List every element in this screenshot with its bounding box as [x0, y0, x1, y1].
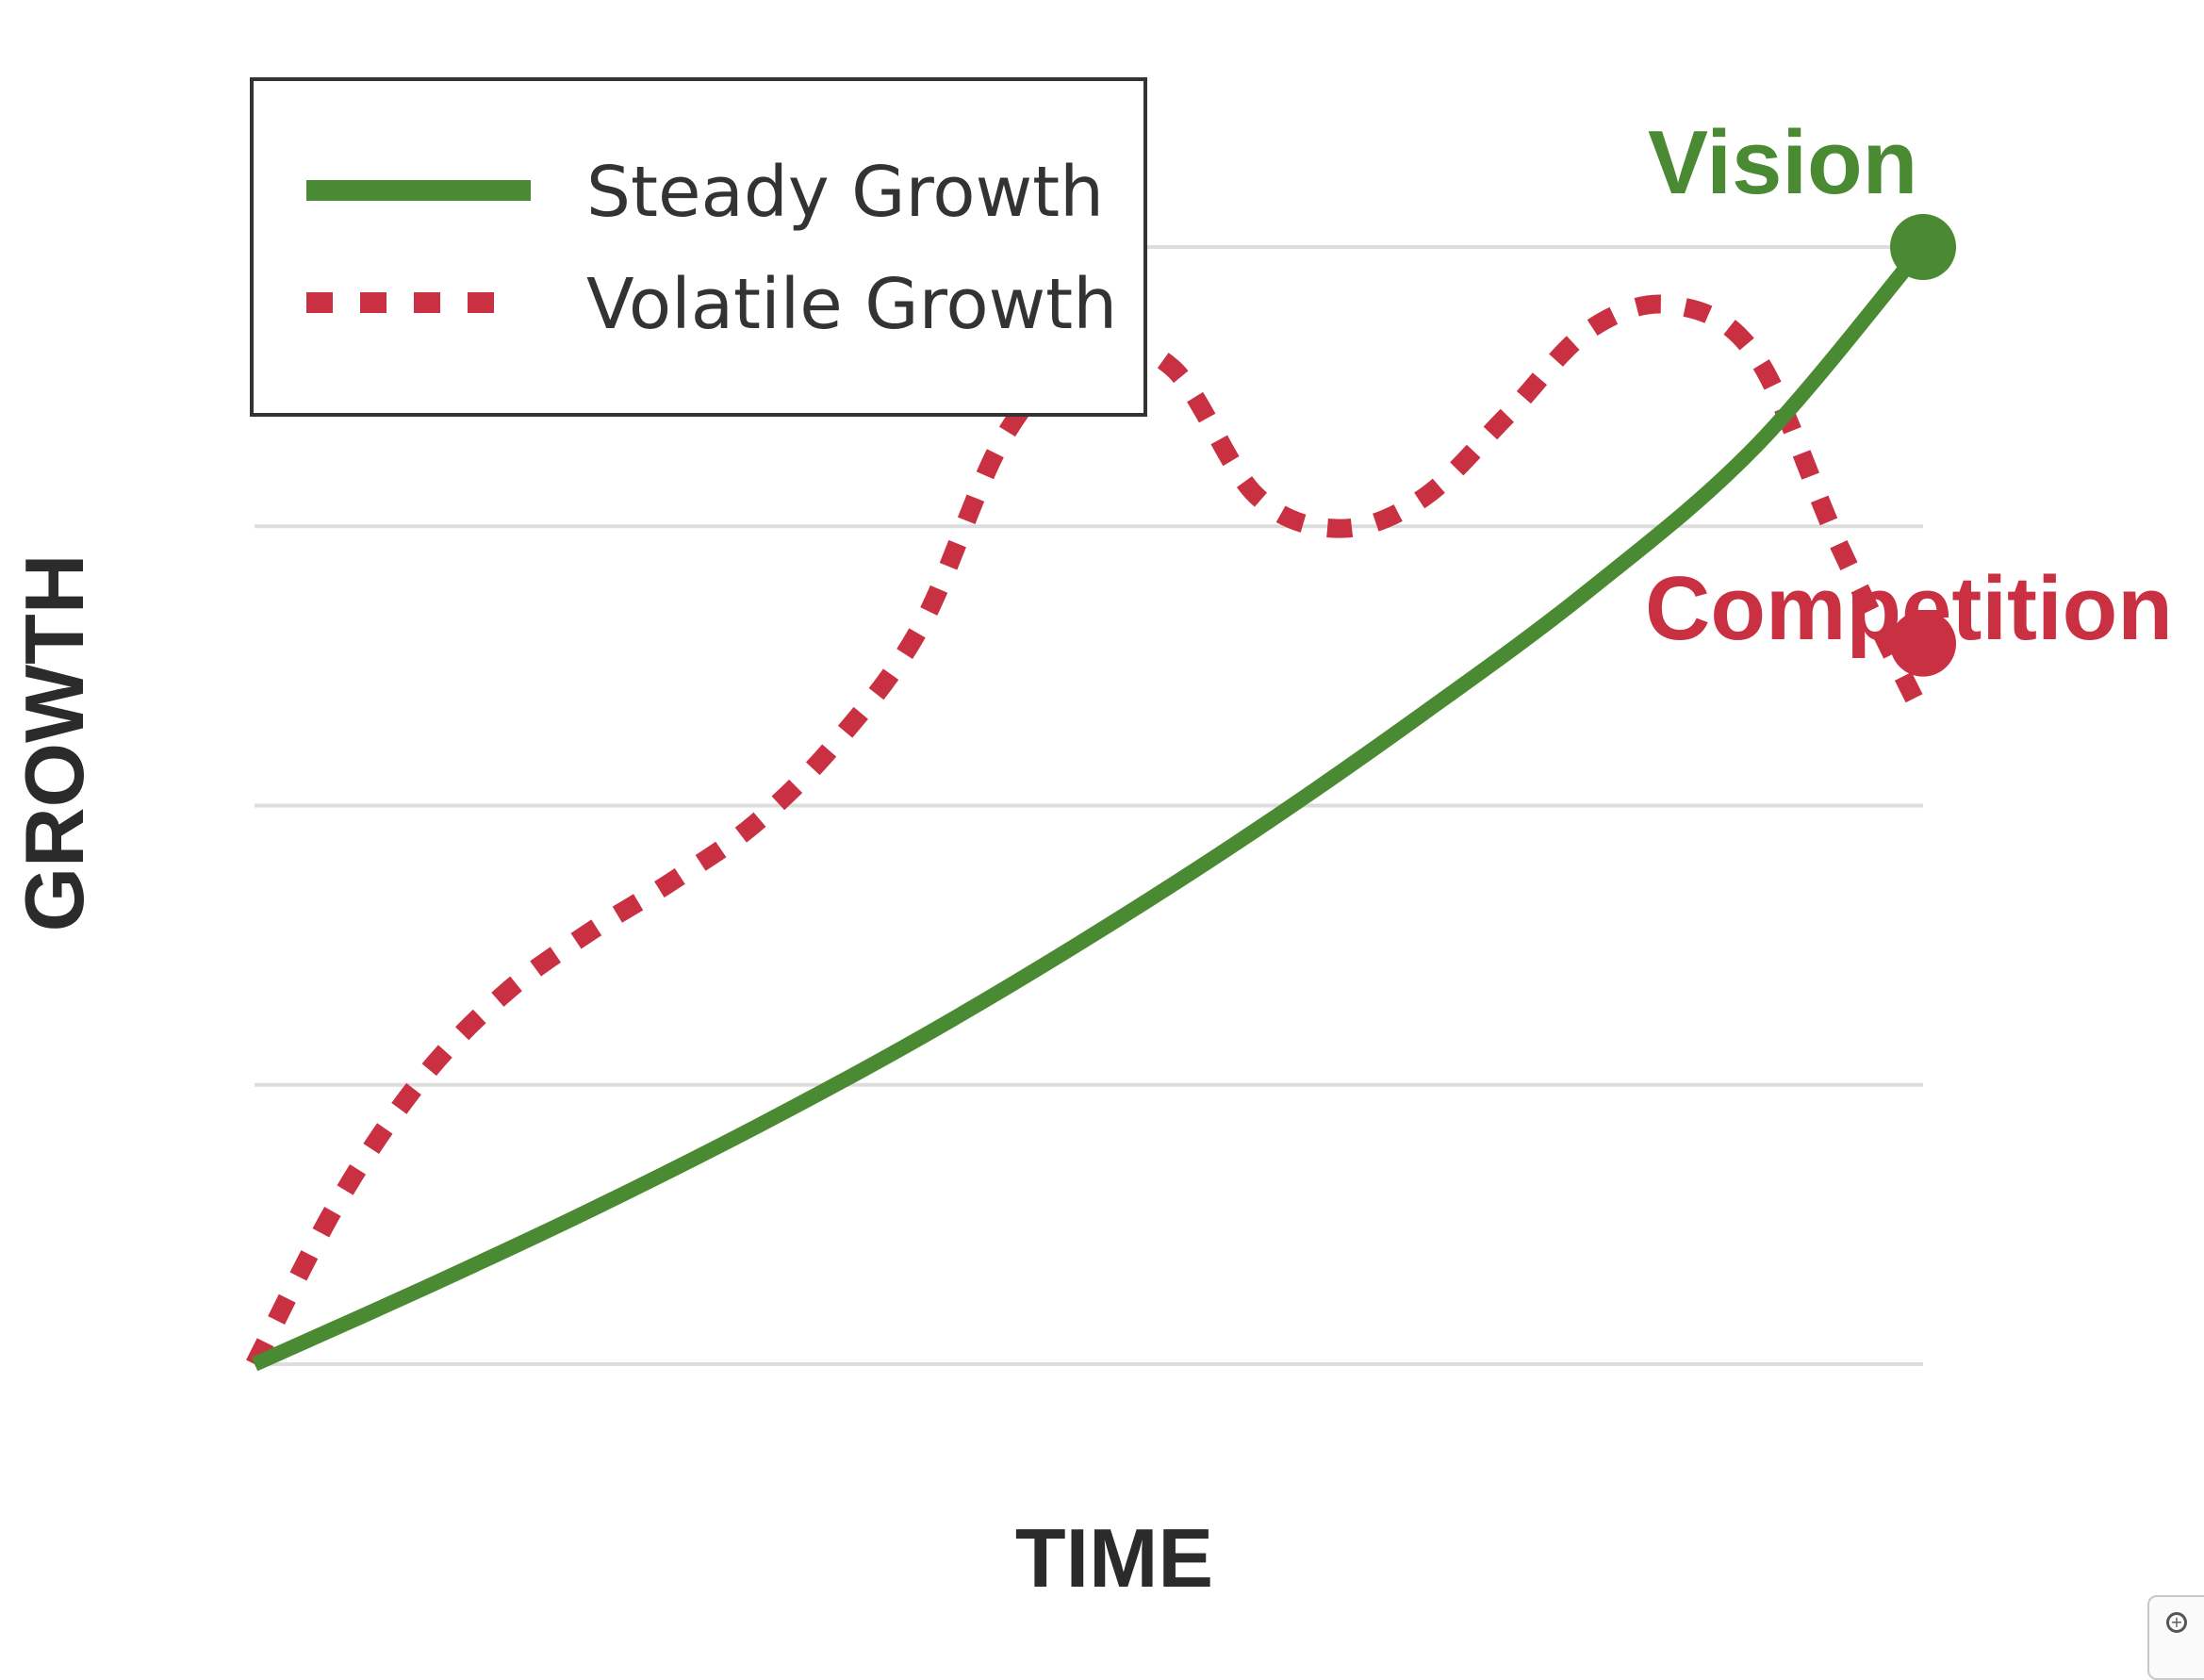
- annotation-vision: Vision: [1648, 112, 1917, 213]
- series-line-volatile-growth: [246, 294, 1932, 1369]
- series-line-steady-growth: [251, 241, 1930, 1372]
- legend-label-steady-growth: Steady Growth: [586, 152, 1104, 233]
- growth-chart: GROWTH TIME Steady Growth Volatile Growt…: [8, 77, 2173, 1605]
- legend: Steady Growth Volatile Growth: [250, 77, 1147, 417]
- annotation-competition: Competition: [1645, 558, 2173, 659]
- annotations: Vision Competition: [1645, 112, 2173, 659]
- zoom-control[interactable]: +: [2147, 1595, 2204, 1680]
- zoom-icon[interactable]: +: [2166, 1612, 2187, 1633]
- legend-box: [250, 77, 1147, 417]
- x-axis-title: TIME: [1015, 1511, 1213, 1605]
- y-axis-title: GROWTH: [8, 554, 101, 932]
- endpoint-markers: [1890, 214, 1956, 677]
- marker-competition: [1890, 610, 1956, 677]
- legend-label-volatile-growth: Volatile Growth: [586, 264, 1117, 345]
- marker-vision: [1890, 214, 1956, 280]
